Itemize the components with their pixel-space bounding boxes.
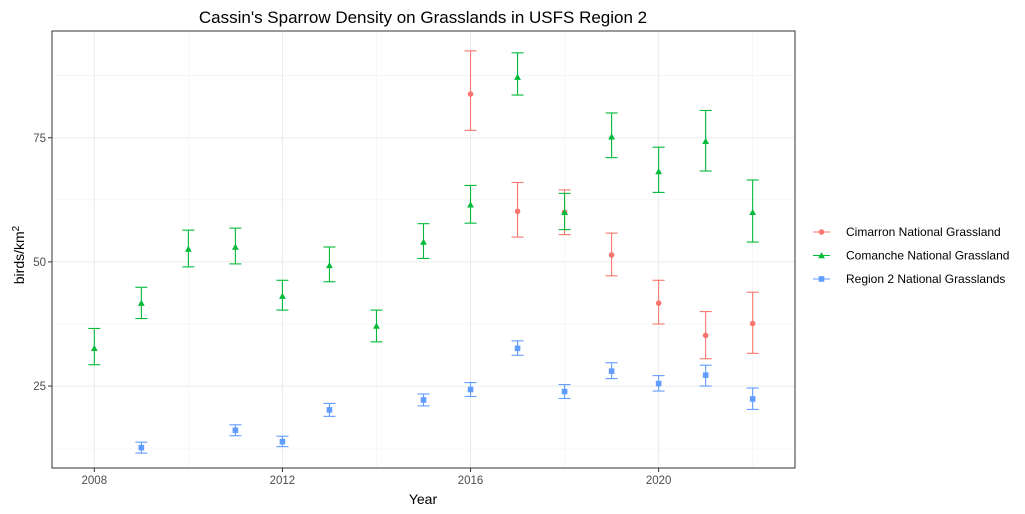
point-marker xyxy=(90,344,98,352)
data-point xyxy=(605,232,618,277)
point-marker xyxy=(749,396,756,402)
data-point xyxy=(746,387,759,410)
panel-border xyxy=(51,30,796,469)
point-marker xyxy=(514,73,521,80)
data-point xyxy=(135,286,148,320)
data-point xyxy=(323,246,336,283)
point-marker xyxy=(279,438,286,445)
legend-item: Comanche National Grassland xyxy=(813,249,1009,263)
legend-label: Cimarron National Grassland xyxy=(846,225,1001,239)
point-marker xyxy=(702,372,709,378)
data-point xyxy=(558,192,571,231)
data-point xyxy=(558,384,571,400)
data-point xyxy=(511,52,524,96)
point-marker xyxy=(514,345,521,352)
x-tick-label: 2016 xyxy=(458,475,484,487)
point-marker xyxy=(655,300,662,306)
point-marker xyxy=(137,299,145,306)
point-marker xyxy=(467,91,474,97)
data-point xyxy=(229,227,242,265)
point-marker xyxy=(749,320,756,327)
data-point xyxy=(182,229,195,268)
point-marker xyxy=(467,201,474,208)
point-marker xyxy=(608,252,615,258)
point-marker xyxy=(749,208,757,215)
legend-label: Region 2 National Grasslands xyxy=(846,272,1005,286)
data-point xyxy=(88,327,101,366)
data-point xyxy=(652,375,665,392)
data-point xyxy=(417,393,430,407)
y-axis-title: birds/km2 xyxy=(11,225,27,284)
point-marker xyxy=(561,388,568,395)
y-axis-title-superscript: 2 xyxy=(11,225,22,231)
point-marker xyxy=(655,168,663,175)
series-2 xyxy=(135,340,759,454)
legend-item: Region 2 National Grasslands xyxy=(813,272,1005,286)
point-marker xyxy=(231,243,239,250)
data-point xyxy=(699,311,712,360)
point-marker xyxy=(420,238,427,245)
data-point xyxy=(699,364,712,387)
point-marker xyxy=(373,322,380,329)
data-point xyxy=(511,340,524,356)
point-marker xyxy=(702,332,709,339)
legend: Cimarron National Grassland Comanche Nati… xyxy=(813,225,1009,286)
data-point xyxy=(652,279,665,325)
data-point xyxy=(417,223,430,259)
data-point xyxy=(276,435,289,448)
y-tick-label: 75 xyxy=(33,133,46,145)
y-axis-title-base: birds/km xyxy=(11,231,27,284)
x-tick-label: 2012 xyxy=(270,475,296,487)
point-marker xyxy=(420,397,427,403)
legend-key-marker xyxy=(818,252,825,259)
data-point xyxy=(464,50,477,131)
point-marker xyxy=(702,137,710,144)
point-marker xyxy=(184,245,192,252)
grid-lines xyxy=(52,31,795,468)
legend-key-marker xyxy=(818,229,825,235)
data-point xyxy=(276,279,289,311)
data-point xyxy=(370,309,383,343)
data-point xyxy=(605,112,618,159)
data-point xyxy=(746,179,759,243)
data-point xyxy=(135,441,148,454)
point-marker xyxy=(655,380,662,387)
y-tick-label: 25 xyxy=(33,381,46,393)
y-tick-label: 50 xyxy=(33,257,46,269)
point-marker xyxy=(514,208,521,215)
chart-title: Cassin's Sparrow Density on Grasslands i… xyxy=(199,8,647,27)
data-point xyxy=(464,382,477,398)
point-marker xyxy=(138,444,145,451)
x-tick-label: 2008 xyxy=(82,475,108,487)
data-point xyxy=(699,109,712,172)
x-axis: 2008 2012 2016 2020 xyxy=(82,468,672,487)
point-marker xyxy=(608,368,615,374)
point-marker xyxy=(326,407,333,413)
point-marker xyxy=(232,427,239,434)
data-point xyxy=(605,362,618,380)
data-point xyxy=(229,424,242,437)
y-axis: 25 50 75 xyxy=(33,133,52,393)
data-marks xyxy=(88,50,759,454)
data-point xyxy=(511,181,524,238)
legend-label: Comanche National Grassland xyxy=(846,249,1009,263)
data-point xyxy=(652,146,665,193)
x-tick-label: 2020 xyxy=(646,475,672,487)
series-1 xyxy=(88,52,759,366)
data-point xyxy=(746,291,759,354)
data-point xyxy=(323,402,336,417)
data-point xyxy=(464,184,477,224)
point-marker xyxy=(279,292,286,299)
point-marker xyxy=(467,386,474,393)
point-marker xyxy=(561,208,568,215)
legend-item: Cimarron National Grassland xyxy=(813,225,1001,239)
point-marker xyxy=(608,133,616,140)
x-axis-title: Year xyxy=(409,491,438,507)
legend-key-marker xyxy=(818,276,825,282)
point-marker xyxy=(326,261,333,269)
